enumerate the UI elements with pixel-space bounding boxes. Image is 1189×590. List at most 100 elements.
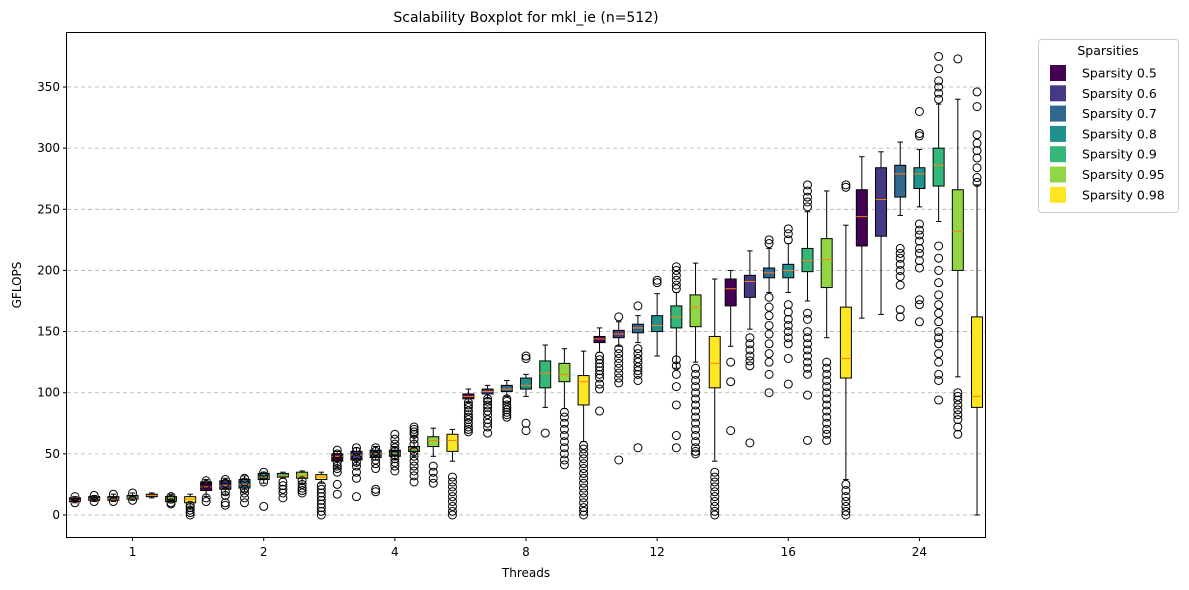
outlier-point [278,493,288,503]
outlier-point [409,466,419,476]
outlier-point [745,361,755,371]
outlier-point [934,253,944,263]
outlier-point [710,482,720,492]
outlier-point [802,351,812,361]
outlier-point [89,490,99,500]
outlier-point [671,355,681,365]
outlier-point [934,241,944,251]
outlier-point [502,400,512,410]
outlier-point [764,339,774,349]
outlier-point [351,492,361,502]
outlier-point [934,94,944,104]
outlier-point [841,506,851,516]
box-3-2 [500,379,513,422]
box-2-1 [350,443,363,502]
outlier-point [914,317,924,327]
outlier-point [972,173,982,183]
outlier-point [745,333,755,343]
outlier-point [579,488,589,498]
outlier-point [579,498,589,508]
outlier-point [502,407,512,417]
outlier-point [783,314,793,324]
outlier-point [463,418,473,428]
outlier-point [579,506,589,516]
legend-swatch [1050,125,1066,142]
outlier-point [671,400,681,410]
box-0-3 [126,488,139,505]
outlier-point [371,443,381,453]
box-1-3 [257,467,270,511]
outlier-point [559,443,569,453]
outlier-point [595,366,605,376]
outlier-point [540,428,550,438]
outlier-point [483,406,493,416]
outlier-point [371,464,381,474]
outlier-point [483,428,493,438]
outlier-point [297,486,307,496]
outlier-point [953,415,963,425]
outlier-point [166,498,176,508]
outlier-point [710,487,720,497]
outlier-point [259,501,269,511]
outlier-point [332,479,342,489]
legend-label: Sparsity 0.98 [1082,187,1165,202]
outlier-point [710,477,720,487]
box-0-4 [145,492,158,499]
outlier-point [914,230,924,240]
box-body [593,335,606,344]
y-tick-label: 0 [52,508,60,522]
outlier-point [764,349,774,359]
outlier-point [822,388,832,398]
outlier-point [201,493,211,503]
outlier-point [390,446,400,456]
box-0-1 [88,490,101,507]
outlier-point [614,373,624,383]
y-tick-label: 150 [37,325,60,339]
outlier-point [483,418,493,428]
outlier-point [671,270,681,280]
outlier-point [691,443,701,453]
outlier-point [652,275,662,285]
box-5-4 [801,180,814,445]
outlier-point [259,471,269,481]
outlier-point [521,418,531,428]
outlier-point [802,390,812,400]
outlier-point [895,248,905,258]
outlier-point [745,438,755,448]
outlier-point [278,488,288,498]
outlier-point [447,501,457,511]
outlier-point [332,445,342,455]
y-tick-label: 300 [37,141,60,155]
box-body [724,278,737,307]
outlier-point [447,482,457,492]
outlier-point [633,349,643,359]
outlier-point [579,493,589,503]
outlier-point [802,308,812,318]
outlier-point [371,455,381,465]
outlier-point [914,256,924,266]
outlier-point [822,412,832,422]
outlier-point [671,280,681,290]
outlier-point [972,102,982,112]
box-body [971,316,984,408]
outlier-point [914,219,924,229]
outlier-point [764,357,774,367]
outlier-point [895,280,905,290]
outlier-point [614,349,624,359]
outlier-point [428,473,438,483]
outlier-point [822,357,832,367]
box-6-6 [971,87,984,516]
outlier-point [802,339,812,349]
box-body [520,377,532,390]
outlier-point [201,476,211,486]
outlier-point [822,406,832,416]
outlier-point [710,501,720,511]
box-5-6 [839,180,852,520]
outlier-point [671,265,681,275]
outlier-point [764,302,774,312]
outlier-point [579,454,589,464]
outlier-point [841,182,851,192]
outlier-point [559,449,569,459]
outlier-point [447,472,457,482]
box-1-1 [219,475,232,510]
